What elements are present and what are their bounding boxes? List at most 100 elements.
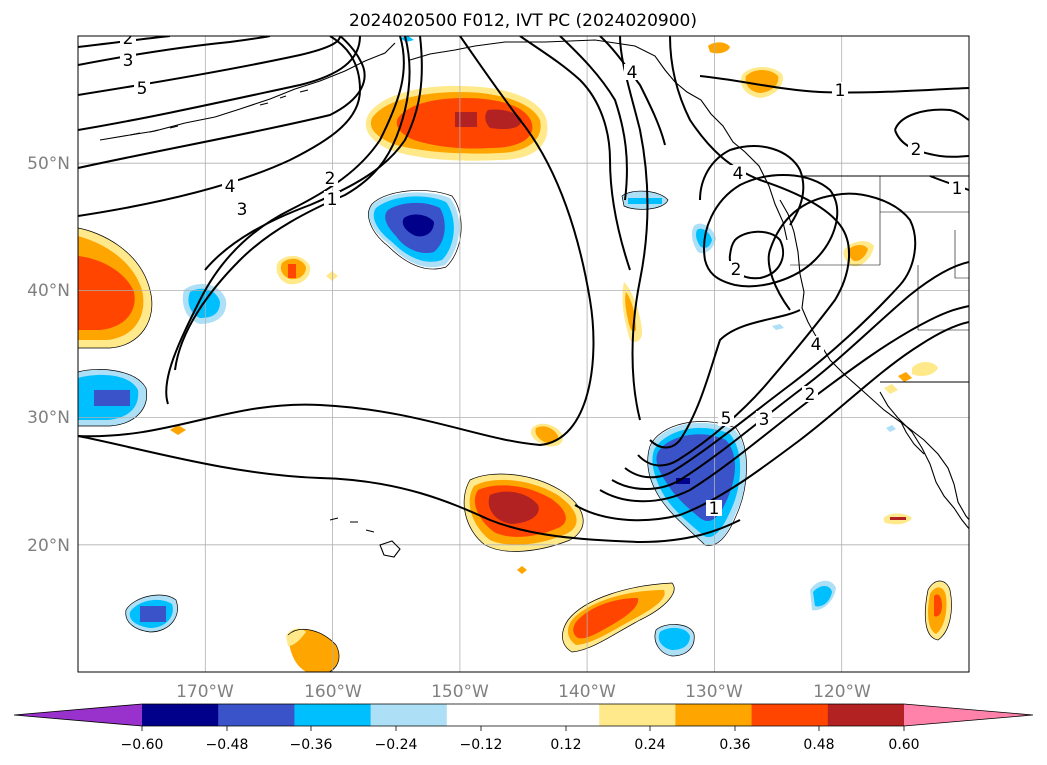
contour-ar-1 [574,321,969,522]
contour-label: 1 [952,179,963,199]
contour-label: 4 [627,63,638,83]
contour-label: 3 [759,410,770,430]
contour-northeast-2 [699,75,969,94]
contour-label: 3 [123,51,134,71]
contour-label: 4 [733,164,744,184]
contour-label: 2 [123,29,134,49]
shaded-anomalies [78,36,952,672]
contour-trough-1 [78,36,595,447]
anomaly-negative-south-135w-mid [658,627,690,650]
contour-north-ridge-3 [599,36,666,146]
contour-ar-3 [611,261,969,490]
lon-label-130w: 130°W [685,682,743,702]
anomaly-positive-tiny-9 [884,384,898,394]
anomaly-positive-west-edge-strong [78,256,135,330]
contour-label: 1 [327,190,338,210]
lat-label-50n: 50°N [27,154,70,174]
colorbar-extend-low [14,704,142,726]
anomaly-negative-tiny-3 [886,425,896,432]
latitude-labels: 20°N 30°N 40°N 50°N [27,154,70,556]
contour-label: 4 [225,177,236,197]
colorbar-extend-high [904,704,1033,726]
anomaly-negative-tiny-2 [772,324,784,330]
contour-ar-5 [637,36,851,467]
anomaly-positive-tiny-5-mid [847,244,868,262]
lat-label-40n: 40°N [27,281,70,301]
colorbar-swatch [218,704,295,726]
contour-label: 2 [731,260,742,280]
colorbar: −0.60 −0.48 −0.36 −0.24 −0.12 0.12 0.24 … [13,703,1034,753]
contour-ar-south [78,435,741,544]
lon-label-140w: 140°W [558,682,616,702]
contour-loop-outer [703,173,839,288]
gridlines [78,36,969,672]
lon-label-120w: 120°W [813,682,871,702]
lat-label-30n: 30°N [27,408,70,428]
anomaly-negative-southwest-strong [140,606,166,622]
contour-loop-closed [728,230,785,280]
colorbar-swatches [14,704,1033,726]
colorbar-tick-label: −0.12 [460,737,503,753]
coastline-islands-1 [129,89,309,136]
lon-label-170w: 170°W [176,682,234,702]
anomaly-negative-west-edge-strong [94,390,130,406]
lon-label-150w: 150°W [431,682,489,702]
anomaly-positive-southeast-streak-strong [573,598,639,639]
coastline-baja [879,391,969,530]
colorbar-swatch [599,704,676,726]
contour-trough-3 [78,36,366,169]
contour-north-ridge-2 [559,36,628,201]
colorbar-tick-label: −0.60 [121,737,164,753]
anomaly-positive-gulf-alaska-core [455,109,522,130]
contour-ar-6 [619,36,801,449]
colorbar-swatch [446,704,600,726]
map-area: 2 3 5 4 3 2 1 4 1 2 1 4 2 5 [78,29,969,672]
anomaly-positive-tiny-8 [898,372,912,382]
anomaly-positive-south-170w [288,629,340,672]
border-states-1 [790,176,969,331]
contour-north-ridge [519,36,631,271]
colorbar-tick-label: −0.24 [375,737,418,753]
anomaly-positive-small-160w-core [288,264,296,278]
anomaly-positive-south-central-core [488,491,539,524]
lat-label-20n: 20°N [27,536,70,556]
colorbar-tick-label: 0.12 [550,737,581,753]
colorbar-swatch [827,704,905,726]
colorbar-tick-label: 0.36 [719,737,750,753]
colorbar-tick-label: 0.24 [634,737,665,753]
contour-trough-5 [78,36,341,96]
colorbar-swatch [751,704,829,726]
colorbar-swatch [294,704,372,726]
contour-label: 5 [137,79,148,99]
colorbar-ticks [141,726,905,731]
contour-labels: 2 3 5 4 3 2 1 4 1 2 1 4 2 5 [120,29,965,519]
anomaly-negative-small-140w-mid [628,198,662,204]
colorbar-tick-label: 0.60 [888,737,919,753]
colorbar-tick-label: −0.48 [206,737,249,753]
contour-label: 3 [237,200,248,220]
anomaly-negative-central-north-core [402,214,434,237]
colorbar-tick-labels: −0.60 −0.48 −0.36 −0.24 −0.12 0.12 0.24 … [121,737,920,753]
contour-label: 2 [325,169,336,189]
anomaly-positive-tiny-7-core [890,517,906,520]
contour-trough-6 [78,36,271,66]
anomaly-positive-tiny-1 [326,271,338,281]
contour-label: 4 [811,335,822,355]
anomaly-positive-near-145w-mid [535,426,558,443]
contour-ar-4 [624,192,917,479]
contour-northeast-3 [894,108,969,158]
lon-label-160w: 160°W [304,682,362,702]
anomaly-positive-tiny-4 [708,42,730,54]
anomaly-negative-tiny-1 [400,36,414,42]
colorbar-tick-label: 0.48 [803,737,834,753]
anomaly-positive-east-edge-core [934,594,942,617]
contour-label: 1 [835,81,846,101]
contour-label: 2 [911,140,922,160]
contour-loop-west-inner-2 [204,36,423,271]
colorbar-swatch [675,704,753,726]
contour-label: 2 [805,385,816,405]
coastline-bc-washington [779,199,969,521]
colorbar-tick-label: −0.36 [290,737,333,753]
contour-trough-2 [78,36,362,217]
